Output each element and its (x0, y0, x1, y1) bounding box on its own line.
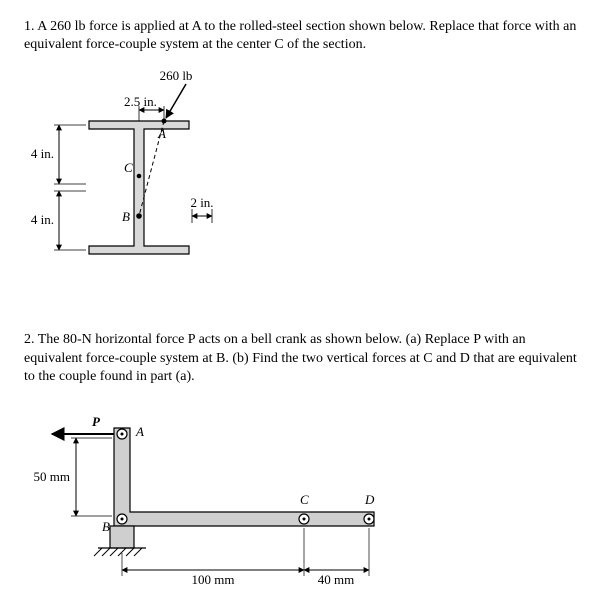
pointC (137, 174, 142, 179)
forceP-label: P (92, 414, 101, 429)
force-label: 260 lb (160, 68, 193, 83)
ibeam (89, 121, 189, 254)
force-arrow (166, 84, 186, 118)
dim-top-text: 2.5 in. (124, 94, 157, 109)
dim-50-text: 50 mm (34, 469, 70, 484)
dim-40-text: 40 mm (318, 572, 354, 587)
problem2-text: 2. The 80-N horizontal force P acts on a… (24, 331, 584, 386)
problem2-figure: A P B C D 50 mm 100 mm 40 mm (24, 398, 444, 598)
labelB2: B (102, 519, 110, 534)
labelA: A (157, 126, 166, 141)
pinA-dot (121, 432, 124, 435)
pinB-dot (121, 517, 124, 520)
dim-100-text: 100 mm (192, 572, 235, 587)
support-block (110, 526, 134, 548)
problem1-figure: A 260 lb 2.5 in. C B 2 in. 4 in. 4 in. (24, 66, 284, 276)
dim-lower-text: 4 in. (31, 212, 54, 227)
dim-2in-text: 2 in. (190, 195, 213, 210)
labelA2: A (135, 424, 144, 439)
labelB: B (122, 209, 130, 224)
labelC2: C (300, 492, 309, 507)
pinC-dot (303, 517, 306, 520)
pinD-dot (368, 517, 371, 520)
labelC: C (124, 160, 133, 175)
problem1-text: 1. A 260 lb force is applied at A to the… (24, 18, 584, 54)
ground-hatch (94, 548, 142, 556)
bellcrank (114, 428, 374, 526)
dim-upper-text: 4 in. (31, 146, 54, 161)
labelD2: D (364, 492, 375, 507)
